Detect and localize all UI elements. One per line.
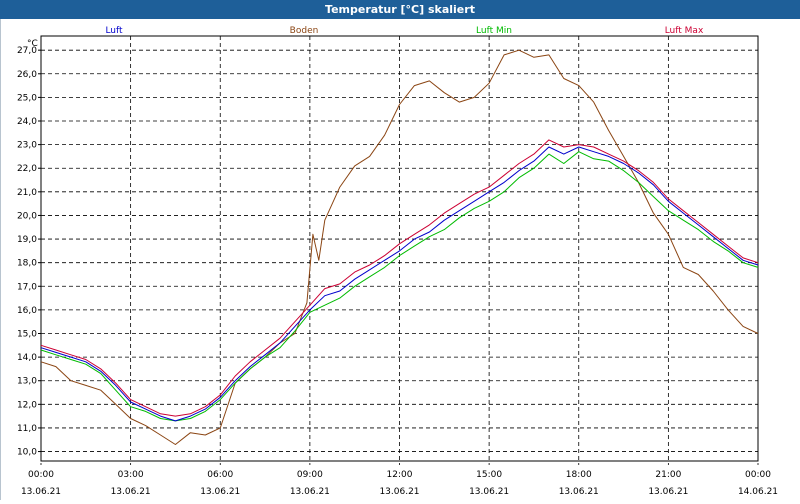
x-tick-label-date: 13.06.21 — [559, 487, 599, 497]
y-tick-label: 15,0 — [17, 330, 37, 340]
x-tick-label-time: 00:00 — [745, 470, 771, 480]
window-title: Temperatur [°C] skaliert — [0, 0, 800, 19]
legend-entry-luft-min: Luft Min — [476, 26, 512, 36]
x-tick-label-date: 13.06.21 — [21, 487, 61, 497]
y-tick-label: 12,0 — [17, 400, 37, 410]
y-tick-label: 13,0 — [17, 377, 37, 387]
x-tick-label-date: 13.06.21 — [290, 487, 330, 497]
y-tick-label: 11,0 — [17, 424, 37, 434]
y-tick-label: 14,0 — [17, 353, 37, 363]
y-axis-unit-label: °C — [27, 39, 38, 49]
x-tick-label-time: 06:00 — [207, 470, 233, 480]
legend-entry-luft-max: Luft Max — [665, 26, 704, 36]
x-tick-label-date: 13.06.21 — [648, 487, 688, 497]
series-line-luft — [40, 146, 759, 422]
x-tick-label-date: 14.06.21 — [738, 487, 778, 497]
x-tick-label-date: 13.06.21 — [200, 487, 240, 497]
chart-area: 10,0 11,0 12,0 13,0 14,0 15,0 16,0 17,0 18,0 19,0… — [0, 19, 800, 500]
series-line-boden — [40, 49, 759, 445]
x-tick-label-time: 09:00 — [297, 470, 323, 480]
y-tick-label: 16,0 — [17, 306, 37, 316]
x-tick-label-date: 13.06.21 — [111, 487, 151, 497]
temperature-chart: 10,0 11,0 12,0 13,0 14,0 15,0 16,0 17,0 18,0 19,0… — [17, 26, 778, 497]
x-tick-label-time: 15:00 — [476, 470, 502, 480]
y-tick-label: 27,0 — [17, 46, 37, 56]
x-tick-label-time: 18:00 — [566, 470, 592, 480]
x-tick-label-time: 21:00 — [655, 470, 681, 480]
x-tick-label-time: 12:00 — [387, 470, 413, 480]
y-tick-label: 20,0 — [17, 211, 37, 221]
y-tick-label: 26,0 — [17, 70, 37, 80]
y-tick-label: 10,0 — [17, 448, 37, 458]
series-line-luft-max — [40, 139, 759, 417]
y-tick-label: 21,0 — [17, 188, 37, 198]
x-tick-label-date: 13.06.21 — [379, 487, 419, 497]
y-tick-label: 22,0 — [17, 164, 37, 174]
y-tick-label: 23,0 — [17, 141, 37, 151]
x-tick-label-date: 13.06.21 — [469, 487, 509, 497]
legend-entry-boden: Boden — [290, 26, 319, 36]
y-tick-label: 18,0 — [17, 259, 37, 269]
y-tick-label: 25,0 — [17, 93, 37, 103]
y-tick-label: 17,0 — [17, 282, 37, 292]
y-tick-label: 24,0 — [17, 117, 37, 127]
x-tick-label-time: 03:00 — [118, 470, 144, 480]
y-tick-label: 19,0 — [17, 235, 37, 245]
series-line-luft-min — [40, 151, 759, 422]
x-tick-label-time: 00:00 — [28, 470, 54, 480]
legend-entry-luft: Luft — [105, 26, 123, 36]
